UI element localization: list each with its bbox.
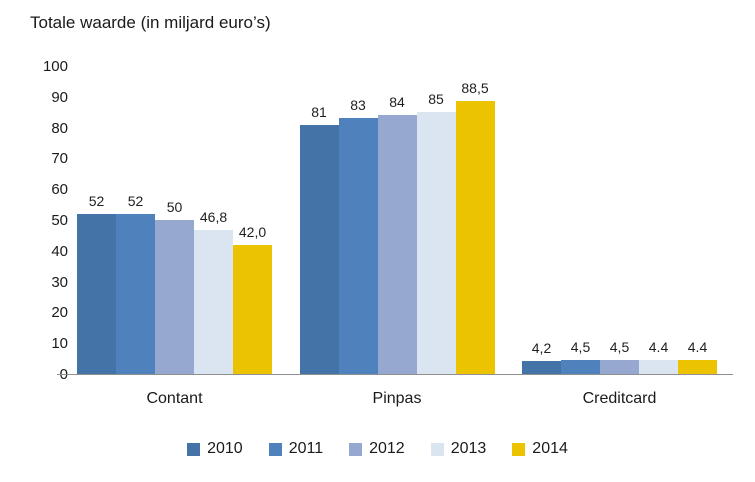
bar-value-label: 4,5 xyxy=(609,339,630,356)
bar-value-label: 4,5 xyxy=(570,339,591,356)
legend-swatch-icon xyxy=(512,442,526,456)
bar-value-label: 84 xyxy=(389,94,405,111)
bar-value-label: 50 xyxy=(166,199,183,215)
bar-cell: 50 xyxy=(155,67,194,374)
legend-label: 2012 xyxy=(369,440,405,457)
legend-label: 2011 xyxy=(288,440,324,457)
bar-2013-creditcard xyxy=(639,360,678,374)
plot-area: 52 52 50 46,8 42,0 81 83 84 85 88,5 4,2 4,5 4,5 4.4 4.… xyxy=(57,67,733,375)
bar-value-label: 4.4 xyxy=(687,339,708,356)
bar-cell: 83 xyxy=(338,67,378,374)
bar-2013-pinpas xyxy=(416,112,456,374)
bar-2011-creditcard xyxy=(561,360,600,374)
legend-label: 2010 xyxy=(207,440,243,457)
bar-value-label: 52 xyxy=(127,192,144,209)
legend-item-2012: 2012 xyxy=(349,440,405,458)
bar-cell: 42,0 xyxy=(233,67,272,374)
category-label-pinpas: Pinpas xyxy=(372,390,422,407)
bar-2012-creditcard xyxy=(600,360,639,374)
y-tick-label: 60 xyxy=(51,181,68,199)
legend-swatch-icon xyxy=(349,442,363,456)
bar-value-label: 81 xyxy=(311,103,327,120)
legend-swatch-icon xyxy=(268,442,282,456)
legend-item-2013: 2013 xyxy=(430,440,487,458)
y-tick-label: 50 xyxy=(51,212,68,229)
bar-cell: 52 xyxy=(116,67,155,374)
y-tick-label: 20 xyxy=(51,304,68,322)
bar-cell: 4,5 xyxy=(600,67,639,374)
bar-value-label: 4,2 xyxy=(531,340,552,357)
y-tick-label: 80 xyxy=(51,119,68,137)
bar-cell: 4,5 xyxy=(561,67,600,374)
bar-cell: 4.4 xyxy=(639,67,678,374)
bar-value-label: 83 xyxy=(350,97,366,114)
y-tick-label: 100 xyxy=(42,58,68,75)
legend-item-2011: 2011 xyxy=(268,440,324,458)
bar-group-pinpas: 81 83 84 85 88,5 xyxy=(299,67,495,374)
chart-title: Totale waarde (in miljard euro’s) xyxy=(30,13,271,32)
bar-cell: 84 xyxy=(377,67,417,374)
bar-group-creditcard: 4,2 4,5 4,5 4.4 4.4 xyxy=(522,67,717,374)
x-axis-category-labels: Contant Pinpas Creditcard xyxy=(57,390,733,408)
bar-cell: 4,2 xyxy=(522,67,561,374)
bar-cell: 88,5 xyxy=(455,67,495,374)
legend-item-2014: 2014 xyxy=(512,440,568,458)
bar-2012-pinpas xyxy=(377,115,417,374)
bar-2012-contant xyxy=(155,220,194,374)
bar-cell: 81 xyxy=(299,67,339,374)
bar-2014-contant xyxy=(233,244,272,374)
bar-2014-pinpas xyxy=(455,101,495,374)
y-tick-label: 40 xyxy=(51,242,68,260)
bar-group-contant: 52 52 50 46,8 42,0 xyxy=(77,67,272,374)
legend-label: 2013 xyxy=(450,440,487,457)
bar-2013-contant xyxy=(194,229,233,374)
bar-2011-contant xyxy=(116,213,155,374)
y-tick-label: 70 xyxy=(51,150,68,168)
bar-cell: 52 xyxy=(77,67,116,374)
y-axis: 0 10 20 30 40 50 60 70 80 90 100 xyxy=(0,58,68,383)
bar-2010-pinpas xyxy=(299,124,339,374)
bar-cell: 46,8 xyxy=(194,67,233,374)
bar-value-label: 85 xyxy=(428,91,444,108)
bar-value-label: 4.4 xyxy=(648,339,669,356)
bar-2010-creditcard xyxy=(522,361,561,374)
legend: 2010 2011 2012 2013 2014 xyxy=(0,440,755,458)
bar-2011-pinpas xyxy=(338,118,378,374)
y-tick-label: 30 xyxy=(51,273,68,291)
bar-2010-contant xyxy=(77,213,116,374)
bar-value-label: 88,5 xyxy=(461,80,489,97)
category-label-contant: Contant xyxy=(146,390,203,407)
bar-cell: 4.4 xyxy=(678,67,717,374)
bar-value-label: 46,8 xyxy=(199,208,228,225)
legend-label: 2014 xyxy=(532,440,568,457)
bar-2014-creditcard xyxy=(678,360,717,374)
bar-value-label: 52 xyxy=(88,192,105,209)
bar-value-label: 42,0 xyxy=(238,223,267,240)
y-tick-label: 10 xyxy=(51,335,68,353)
bar-cell: 85 xyxy=(416,67,456,374)
y-tick-label: 90 xyxy=(51,88,68,106)
legend-swatch-icon xyxy=(430,442,444,456)
legend-item-2010: 2010 xyxy=(187,440,243,458)
category-label-creditcard: Creditcard xyxy=(582,390,657,407)
legend-swatch-icon xyxy=(187,442,201,456)
